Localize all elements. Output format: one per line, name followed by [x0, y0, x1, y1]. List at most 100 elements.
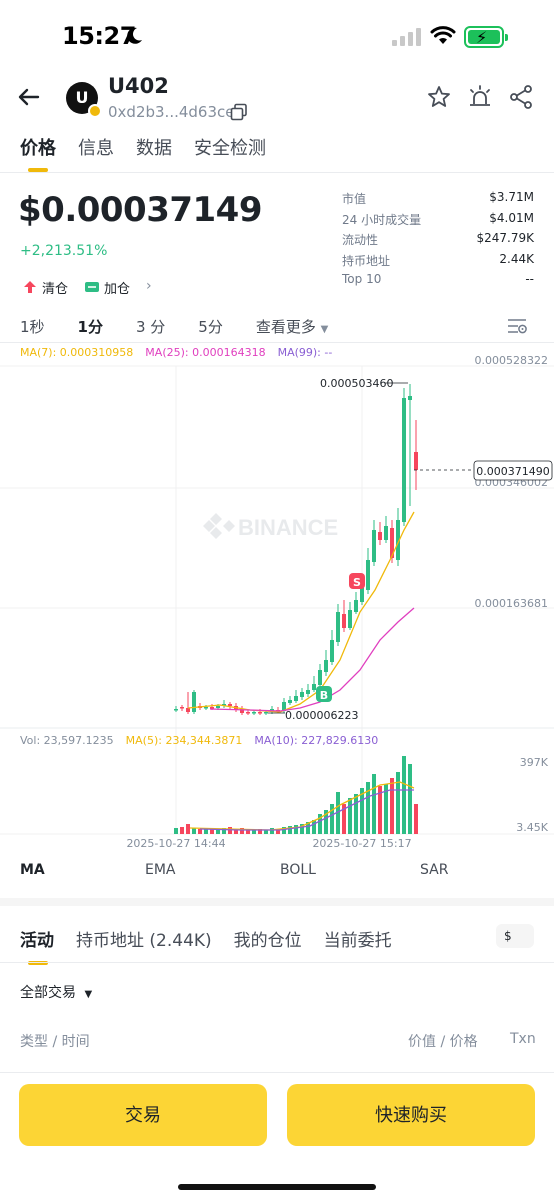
- tab-holders[interactable]: 持币地址 (2.44K): [76, 931, 212, 951]
- interval-more[interactable]: 查看更多 ▼: [256, 316, 329, 337]
- column-type-time: 类型 / 时间: [20, 1034, 90, 1050]
- volume-bar: [312, 820, 316, 834]
- battery-icon: ⚡: [464, 26, 508, 48]
- sell-marker-label: S: [353, 576, 361, 589]
- low-annotation: 0.000006223: [268, 709, 358, 722]
- vol-legend: Vol: 23,597.1235: [20, 734, 114, 747]
- indicator-boll[interactable]: BOLL: [280, 862, 316, 878]
- back-arrow-icon[interactable]: [16, 84, 42, 110]
- interval-3m[interactable]: 3 分: [135, 318, 166, 336]
- buy-marker[interactable]: B: [316, 686, 332, 702]
- volume-bar: [180, 827, 184, 834]
- interval-5m[interactable]: 5分: [198, 318, 223, 336]
- bottom-divider: [0, 1072, 554, 1073]
- volume-bar: [186, 824, 190, 834]
- currency-toggle[interactable]: $: [496, 924, 534, 948]
- tab-data[interactable]: 数据: [136, 138, 172, 159]
- candle: [372, 520, 376, 566]
- candle: [336, 604, 340, 646]
- stat-label: 市值: [342, 192, 367, 206]
- quick-buy-button[interactable]: 快速购买: [287, 1084, 535, 1146]
- vol-axis-label: 3.45K: [516, 821, 548, 834]
- tab-open-orders[interactable]: 当前委托: [323, 931, 392, 951]
- candle: [366, 548, 370, 594]
- candle: [186, 692, 190, 714]
- volume-bar: [258, 829, 262, 834]
- status-time: 15:27: [62, 22, 136, 50]
- kline-chart[interactable]: BINANCE 0.000528322 0.000346002 0.000163…: [0, 342, 554, 852]
- copy-icon[interactable]: [230, 103, 248, 121]
- volume-bar: [222, 828, 226, 834]
- tab-my-positions[interactable]: 我的仓位: [233, 931, 302, 951]
- volume-bar: [210, 829, 214, 834]
- time-axis-label: 2025-10-27 14:44: [126, 837, 225, 850]
- volume-bar: [306, 822, 310, 834]
- stat-label: 24 小时成交量: [342, 212, 422, 227]
- top-tabs: 价格 信息 数据 安全检测: [20, 134, 266, 172]
- indicator-ma[interactable]: MA: [20, 862, 45, 878]
- tab-activity[interactable]: 活动: [20, 926, 54, 965]
- token-avatar: U: [66, 82, 102, 118]
- star-icon[interactable]: [426, 84, 452, 110]
- indicator-sar[interactable]: SAR: [420, 862, 449, 878]
- candle: [174, 706, 178, 712]
- volume-bar: [414, 804, 418, 834]
- alert-siren-icon[interactable]: [467, 84, 493, 110]
- tab-security[interactable]: 安全检测: [194, 138, 266, 159]
- chart-top-divider: [0, 342, 554, 343]
- volume-bar: [252, 830, 256, 834]
- interval-1m[interactable]: 1分: [77, 318, 103, 336]
- moon-icon: [127, 27, 142, 44]
- volume-bar: [246, 829, 250, 834]
- volume-bar: [228, 827, 232, 834]
- chart-settings-icon[interactable]: [506, 316, 528, 336]
- binance-watermark: BINANCE: [203, 513, 338, 540]
- volume-bar: [402, 756, 406, 834]
- trade-filter-dropdown[interactable]: 全部交易 ▼: [20, 982, 92, 1002]
- section-gap: [0, 898, 554, 906]
- volume-bar: [348, 798, 352, 834]
- volume-bar: [378, 786, 382, 834]
- add-position-chip[interactable]: 加仓: [84, 276, 130, 298]
- share-icon[interactable]: [508, 84, 534, 110]
- volume-bar: [360, 788, 364, 834]
- candle: [324, 650, 328, 676]
- chevron-right-icon[interactable]: ›: [146, 278, 152, 294]
- candle: [180, 705, 184, 711]
- stat-volume-24h: 24 小时成交量 $4.01M: [342, 211, 534, 232]
- vol-ma5-legend: MA(5): 234,344.3871: [125, 734, 243, 747]
- chart-grid: [0, 365, 554, 835]
- ma7-legend: MA(7): 0.000310958: [20, 346, 134, 359]
- volume-bar: [234, 829, 238, 834]
- tab-price[interactable]: 价格: [20, 134, 56, 172]
- volume-legend: Vol: 23,597.1235 MA(5): 234,344.3871 MA(…: [20, 734, 378, 747]
- interval-1s[interactable]: 1秒: [20, 318, 45, 336]
- token-name: U402: [108, 74, 169, 98]
- volume-bar: [342, 804, 346, 834]
- stat-label: Top 10: [342, 272, 382, 286]
- candle: [312, 676, 316, 692]
- clear-position-chip[interactable]: 清仓: [22, 276, 68, 298]
- volume-bar: [264, 830, 268, 834]
- price-change: +2,213.51%: [20, 243, 108, 259]
- stat-market-cap: 市值 $3.71M: [342, 190, 534, 211]
- trade-filter-label: 全部交易: [20, 985, 76, 1001]
- indicator-ema[interactable]: EMA: [145, 862, 176, 878]
- interval-selector: 1秒 1分 3 分 5分 查看更多 ▼: [20, 316, 328, 337]
- ma99-legend: MA(99): --: [277, 346, 333, 359]
- volume-bar: [324, 810, 328, 834]
- column-txn: Txn: [510, 1031, 536, 1047]
- candle: [228, 702, 232, 709]
- volume-bar: [318, 814, 322, 834]
- token-stats: 市值 $3.71M 24 小时成交量 $4.01M 流动性 $247.79K 持币地址…: [342, 190, 534, 293]
- trade-button[interactable]: 交易: [19, 1084, 267, 1146]
- volume-bar: [192, 828, 196, 834]
- volume-series: [174, 756, 418, 834]
- token-header: U U402 0xd2b3...4d63ce: [0, 72, 554, 122]
- candle: [354, 592, 358, 614]
- sell-marker[interactable]: S: [349, 573, 365, 589]
- tab-info[interactable]: 信息: [78, 138, 114, 159]
- volume-bar: [372, 774, 376, 834]
- volume-bar: [294, 825, 298, 834]
- avatar-letter: U: [75, 88, 89, 107]
